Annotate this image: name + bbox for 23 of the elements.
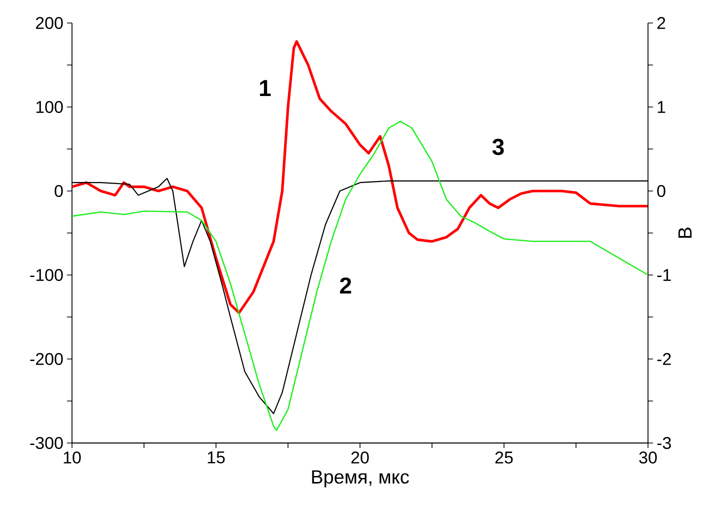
annotation: 2 (340, 277, 352, 294)
y2-tick-label: -1 (657, 269, 671, 281)
y2-tick-label: 0 (657, 184, 666, 198)
y-tick-label: 0 (54, 184, 63, 198)
y-tick-label: -300 (30, 436, 63, 450)
y-tick-label: -200 (30, 352, 63, 366)
y-tick-label: -100 (30, 268, 63, 282)
x-tick-label: 25 (495, 452, 513, 464)
x-axis-title: Время, мкс (312, 470, 409, 488)
y2-tick-label: 1 (658, 101, 666, 113)
y2-tick-label: 2 (657, 17, 666, 29)
x-tick-label: 20 (351, 452, 369, 464)
y2-tick-label: -2 (657, 353, 671, 365)
x-tick-label: 30 (639, 452, 657, 464)
y-tick-label: 200 (36, 16, 63, 30)
x-tick-label: 10 (64, 452, 81, 464)
y2-axis-title: В (678, 228, 692, 238)
x-tick-label: 15 (208, 452, 225, 464)
line-series (72, 40, 648, 314)
annotation: 1 (260, 80, 271, 96)
y-tick-label: 100 (36, 100, 63, 114)
y2-tick-label: -3 (657, 436, 671, 450)
annotation: 3 (492, 138, 504, 156)
